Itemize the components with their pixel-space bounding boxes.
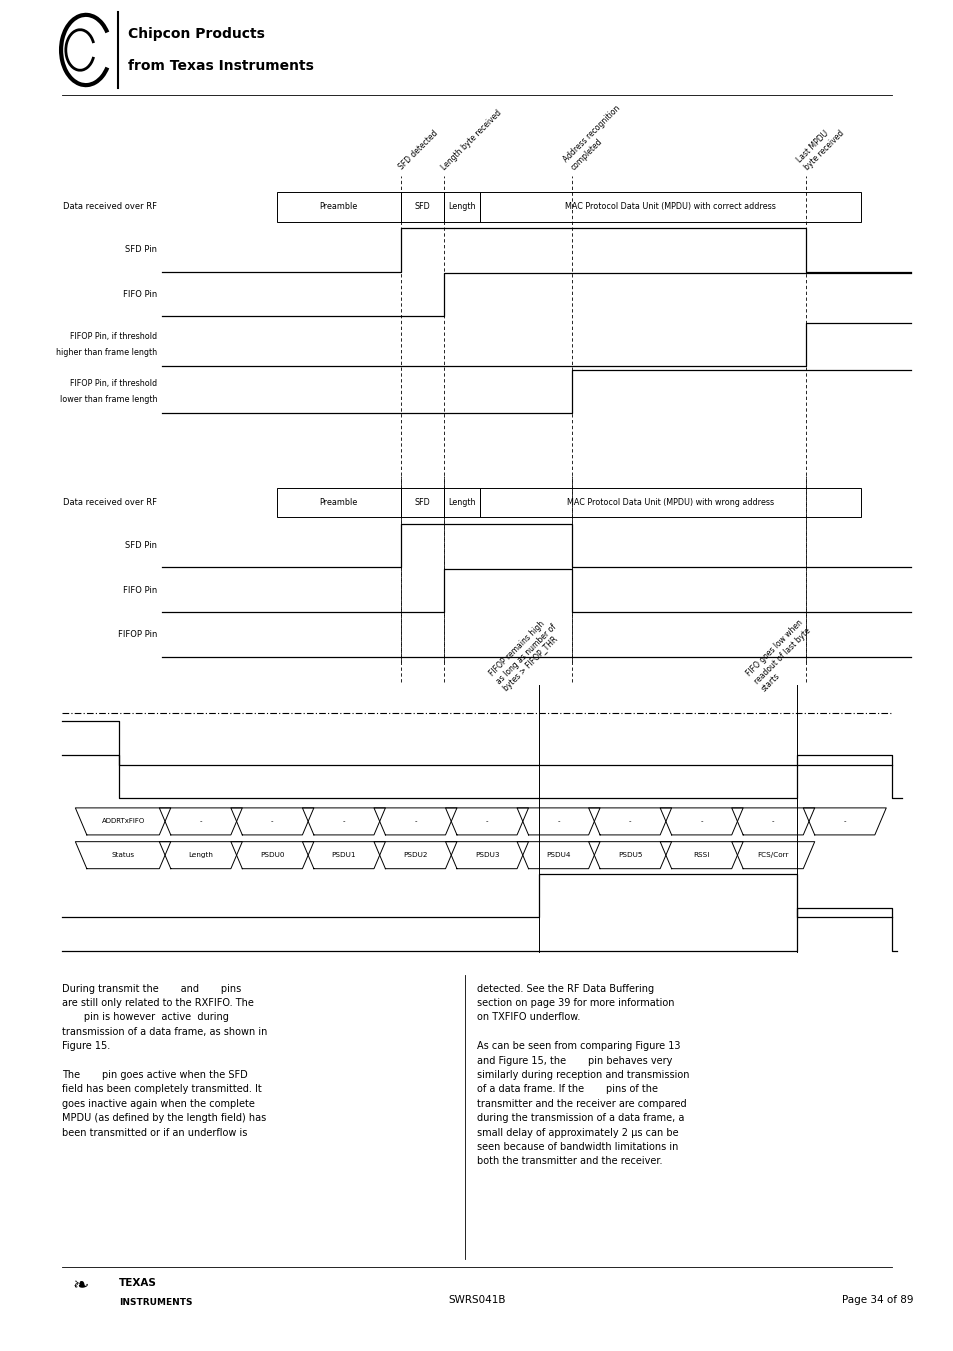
Text: SFD: SFD <box>414 203 430 211</box>
Text: -: - <box>485 819 488 824</box>
Text: ❧: ❧ <box>72 1277 90 1296</box>
Text: lower than frame length: lower than frame length <box>60 396 157 404</box>
Text: PSDU0: PSDU0 <box>260 852 284 858</box>
Text: Address recognition
completed: Address recognition completed <box>561 104 629 172</box>
Text: PSDU3: PSDU3 <box>475 852 498 858</box>
Text: -: - <box>700 819 702 824</box>
Text: FIFOP Pin, if threshold: FIFOP Pin, if threshold <box>71 380 157 388</box>
Text: Preamble: Preamble <box>319 203 357 211</box>
Text: FIFO goes low when
readout of last byte
starts: FIFO goes low when readout of last byte … <box>744 619 819 693</box>
Text: Page 34 of 89: Page 34 of 89 <box>841 1294 912 1305</box>
Text: -: - <box>628 819 631 824</box>
Text: Status: Status <box>112 852 134 858</box>
Text: -: - <box>414 819 416 824</box>
Text: PSDU5: PSDU5 <box>618 852 641 858</box>
Text: FCS/Corr: FCS/Corr <box>757 852 788 858</box>
Text: PSDU1: PSDU1 <box>332 852 355 858</box>
Text: SFD detected: SFD detected <box>396 128 439 172</box>
Text: detected. See the RF Data Buffering
section on page 39 for more information
on T: detected. See the RF Data Buffering sect… <box>476 984 689 1166</box>
Text: -: - <box>842 819 845 824</box>
Text: SFD Pin: SFD Pin <box>125 246 157 254</box>
Text: Data received over RF: Data received over RF <box>63 203 157 211</box>
Text: During transmit the       and       pins
are still only related to the RXFIFO. T: During transmit the and pins are still o… <box>62 984 267 1138</box>
Text: FIFO Pin: FIFO Pin <box>123 290 157 299</box>
Text: MAC Protocol Data Unit (MPDU) with correct address: MAC Protocol Data Unit (MPDU) with corre… <box>564 203 776 211</box>
Text: -: - <box>199 819 202 824</box>
Text: -: - <box>271 819 274 824</box>
Text: Length: Length <box>448 203 475 211</box>
Text: -: - <box>342 819 345 824</box>
Text: PSDU4: PSDU4 <box>546 852 570 858</box>
Text: ADDRTxFIFO: ADDRTxFIFO <box>101 819 145 824</box>
Text: Chipcon Products: Chipcon Products <box>128 27 264 41</box>
Text: -: - <box>557 819 559 824</box>
Text: higher than frame length: higher than frame length <box>56 349 157 357</box>
Text: FIFOP Pin: FIFOP Pin <box>118 631 157 639</box>
Text: FIFOP remains high
as long as number of
bytes > FIFOP_THR: FIFOP remains high as long as number of … <box>487 615 565 693</box>
Text: Length: Length <box>448 499 475 507</box>
Text: MAC Protocol Data Unit (MPDU) with wrong address: MAC Protocol Data Unit (MPDU) with wrong… <box>566 499 774 507</box>
Text: FIFOP Pin, if threshold: FIFOP Pin, if threshold <box>71 332 157 340</box>
Text: -: - <box>771 819 774 824</box>
Text: Length byte received: Length byte received <box>439 108 503 172</box>
Text: RSSI: RSSI <box>693 852 709 858</box>
Text: Length: Length <box>188 852 213 858</box>
Text: SFD Pin: SFD Pin <box>125 542 157 550</box>
Text: from Texas Instruments: from Texas Instruments <box>128 59 314 73</box>
Text: PSDU2: PSDU2 <box>403 852 427 858</box>
Text: TEXAS: TEXAS <box>119 1278 157 1289</box>
Text: FIFO Pin: FIFO Pin <box>123 586 157 594</box>
Text: Data received over RF: Data received over RF <box>63 499 157 507</box>
Text: SFD: SFD <box>414 499 430 507</box>
Text: Last MPDU
byte received: Last MPDU byte received <box>795 120 845 172</box>
Text: SWRS041B: SWRS041B <box>448 1294 505 1305</box>
Text: INSTRUMENTS: INSTRUMENTS <box>119 1298 193 1306</box>
Text: Preamble: Preamble <box>319 499 357 507</box>
